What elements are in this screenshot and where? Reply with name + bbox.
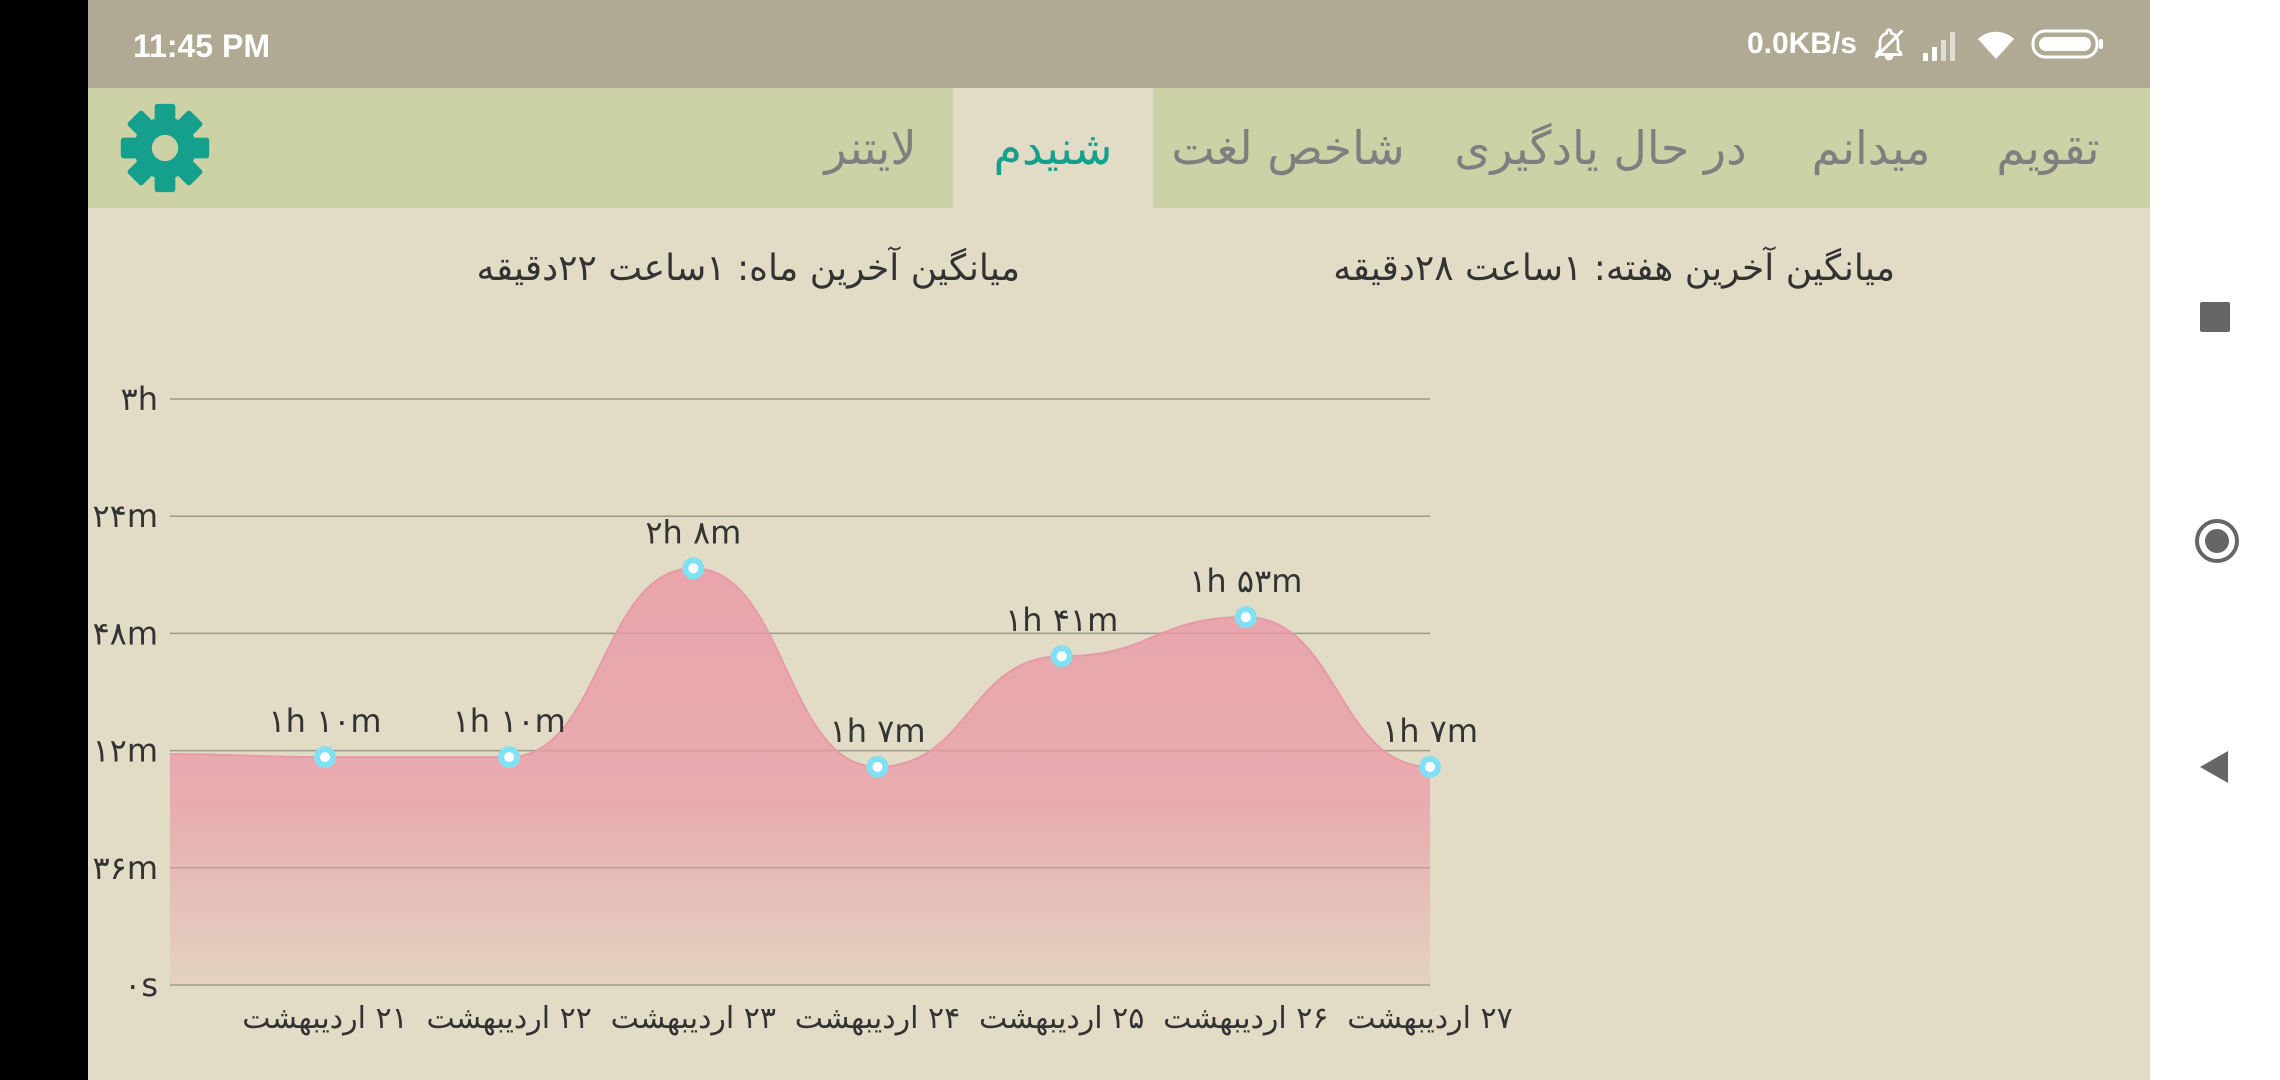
x-tick-label: ۲۳ اردیبهشت — [611, 1001, 776, 1036]
bell-off-icon — [1874, 28, 1904, 61]
tab-bar: تقویم میدانم در حال یادگیری شاخص لغت شنی… — [88, 88, 2150, 208]
battery-icon — [2031, 29, 2103, 59]
area-fill — [170, 568, 1430, 985]
data-point-center — [320, 752, 330, 763]
x-tick-label: ۲۲ اردیبهشت — [426, 1001, 591, 1036]
listening-chart: ۰s ۳۶m ۱h ۱۲m ۱h ۴۸m ۲h ۲۴m ۳h ۱h ۱۰m ۱h ۱۰m ۲h … — [88, 380, 1513, 1036]
x-tick-label: ۲۶ اردیبهشت — [1163, 1001, 1328, 1036]
data-point-center — [1425, 761, 1435, 772]
data-label: ۱h ۱۰m — [268, 702, 381, 740]
content-area: میانگین آخرین هفته: ۱ساعت ۲۸دقیقه میانگی… — [88, 208, 2150, 1080]
tab-heard[interactable]: شنیدم — [953, 88, 1153, 208]
app-window: 11:45 PM 0.0KB/s تقویم — [88, 0, 2150, 1080]
tab-leitner[interactable]: لایتنر — [824, 121, 917, 175]
status-icons: 0.0KB/s — [1747, 24, 2105, 64]
x-tick-label: ۲۱ اردیبهشت — [242, 1001, 407, 1036]
x-tick-label: ۲۴ اردیبهشت — [795, 1001, 960, 1036]
data-label: ۱h ۴۱m — [1005, 601, 1118, 639]
data-point-center — [1056, 651, 1067, 662]
tab-calendar[interactable]: تقویم — [1996, 121, 2100, 175]
gear-icon[interactable] — [118, 101, 212, 195]
data-point-center — [504, 752, 515, 763]
home-icon[interactable] — [2194, 518, 2240, 564]
back-icon[interactable] — [2196, 748, 2234, 786]
network-speed: 0.0KB/s — [1746, 27, 1857, 60]
x-tick-label: ۲۷ اردیبهشت — [1347, 1001, 1512, 1036]
signal-icon — [1923, 32, 1955, 61]
y-tick-label: ۱h ۱۲m — [88, 732, 158, 770]
tab-learning[interactable]: در حال یادگیری — [1454, 121, 1747, 175]
data-label: ۱h ۵۳m — [1189, 562, 1302, 600]
x-tick-label: ۲۵ اردیبهشت — [979, 1001, 1144, 1036]
status-time: 11:45 PM — [133, 28, 270, 64]
data-label: ۱h ۷m — [830, 712, 926, 750]
y-tick-label: ۳۶m — [92, 849, 158, 887]
month-average: میانگین آخرین ماه: ۱ساعت ۲۲دقیقه — [476, 248, 1020, 289]
status-bar: 11:45 PM 0.0KB/s — [88, 0, 2150, 88]
tab-word-index[interactable]: شاخص لغت — [1171, 121, 1405, 175]
data-point-center — [688, 563, 699, 574]
y-tick-label: ۳h — [121, 380, 158, 418]
y-tick-label: ۰s — [124, 966, 158, 1004]
week-average: میانگین آخرین هفته: ۱ساعت ۲۸دقیقه — [1333, 248, 1895, 289]
y-tick-label: ۲h ۲۴m — [88, 497, 158, 535]
data-label: ۲h ۸m — [645, 513, 741, 551]
data-point-center — [1240, 612, 1251, 623]
tab-known[interactable]: میدانم — [1811, 121, 1931, 175]
wifi-icon — [1978, 31, 2014, 59]
data-label: ۱h ۷m — [1382, 712, 1478, 750]
data-point-center — [872, 761, 883, 772]
y-tick-label: ۱h ۴۸m — [88, 614, 158, 652]
recents-icon[interactable] — [2198, 300, 2232, 334]
data-label: ۱h ۱۰m — [453, 702, 566, 740]
navigation-bar — [2150, 0, 2280, 1080]
